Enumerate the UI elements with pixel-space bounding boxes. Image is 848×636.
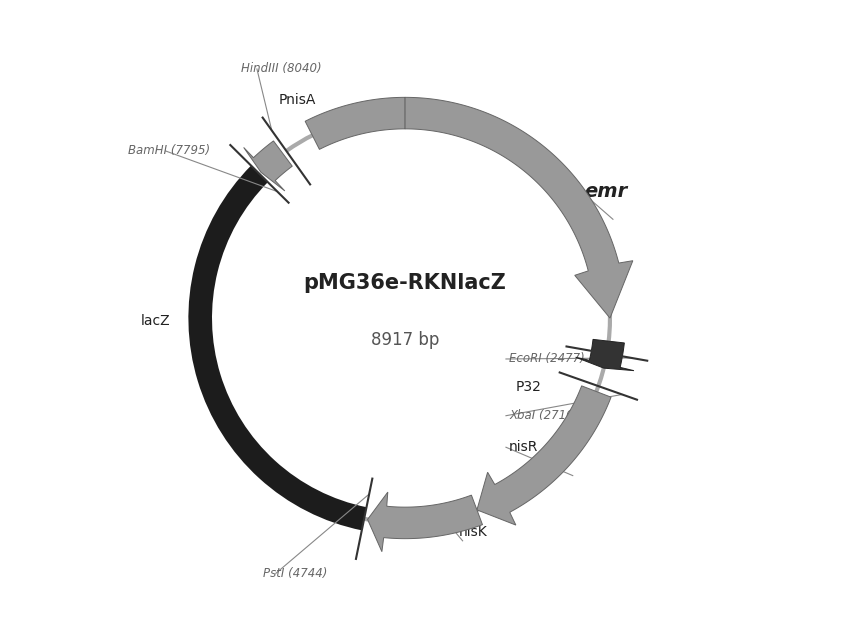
Text: pMG36e-RKNlacZ: pMG36e-RKNlacZ — [304, 273, 506, 293]
Text: XbaI (2710): XbaI (2710) — [509, 409, 578, 422]
Polygon shape — [243, 141, 293, 191]
Text: emr: emr — [585, 183, 628, 202]
Text: nisK: nisK — [459, 525, 488, 539]
Polygon shape — [305, 97, 405, 149]
Text: HindIII (8040): HindIII (8040) — [241, 62, 321, 76]
Text: PnisA: PnisA — [279, 93, 316, 107]
Text: lacZ: lacZ — [140, 314, 170, 328]
Text: 8917 bp: 8917 bp — [371, 331, 439, 349]
Text: P32: P32 — [516, 380, 541, 394]
Text: BamHI (7795): BamHI (7795) — [128, 144, 209, 158]
Text: PstI (4744): PstI (4744) — [263, 567, 327, 580]
Text: EcoRI (2477): EcoRI (2477) — [509, 352, 585, 366]
Polygon shape — [367, 492, 483, 551]
Polygon shape — [477, 386, 611, 525]
Polygon shape — [576, 340, 634, 371]
Text: nisR: nisR — [509, 440, 538, 454]
Polygon shape — [405, 97, 633, 318]
